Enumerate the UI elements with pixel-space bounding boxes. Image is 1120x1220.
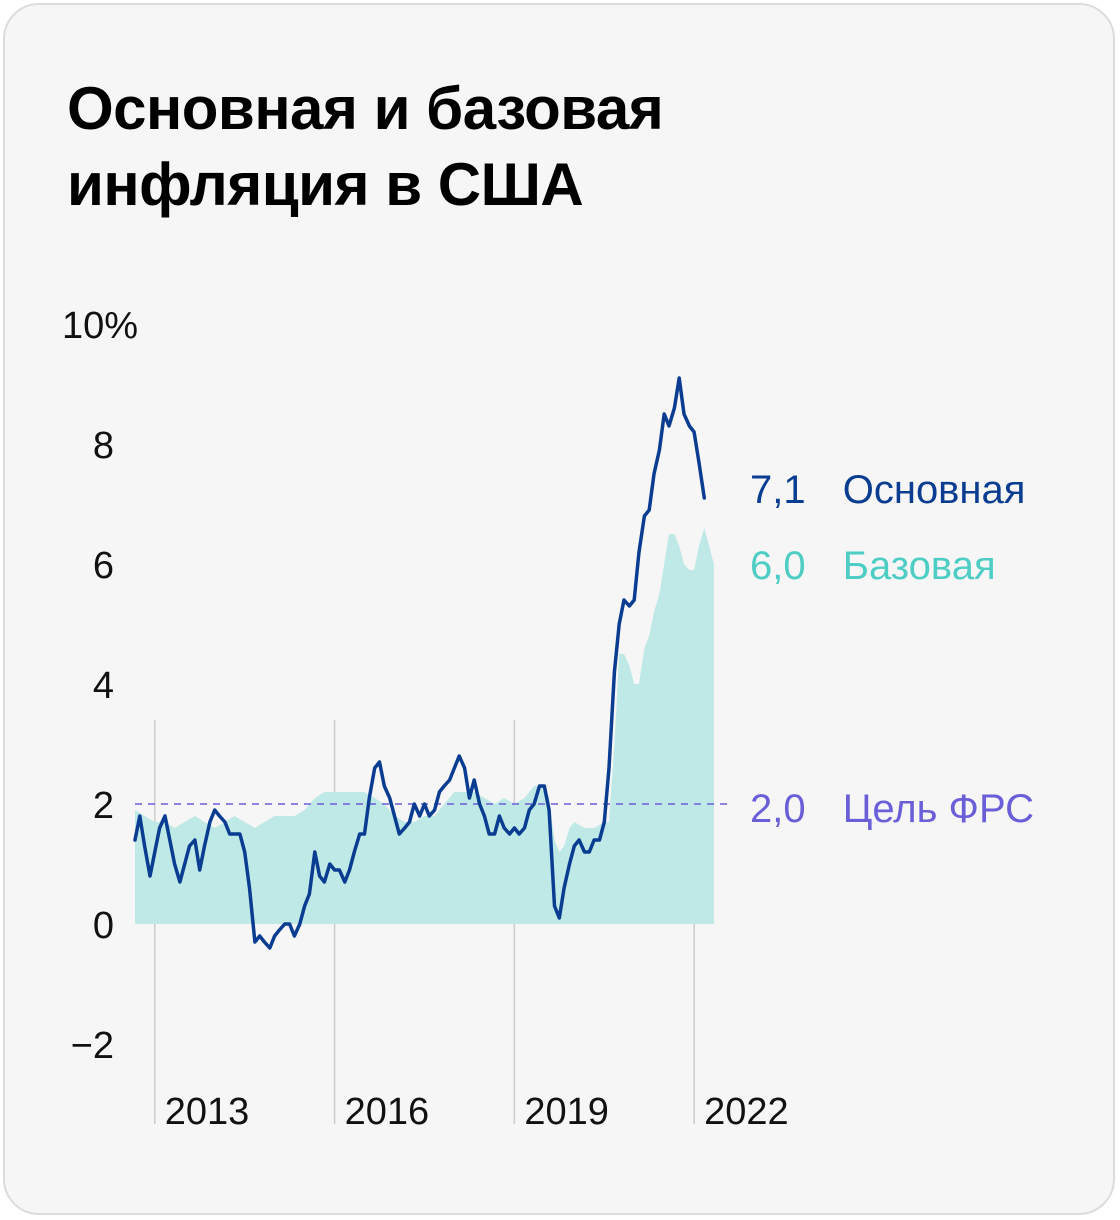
chart-title: Основная и базовая инфляция в США (67, 71, 967, 223)
y-tick-label-8: 8 (93, 425, 114, 467)
x-tick-label-2022: 2022 (704, 1091, 789, 1133)
fed-target-label: 2,0 Цель ФРС (750, 787, 1034, 831)
headline-end-label: 7,1 Основная (750, 468, 1025, 512)
core-series-name: Базовая (843, 544, 996, 588)
core-end-value: 6,0 (750, 544, 806, 588)
y-tick-label-10: 10% (62, 305, 138, 347)
y-tick-label-4: 4 (93, 665, 114, 707)
y-axis-tick-labels: 10% 8 6 4 2 0 −2 (62, 305, 138, 1067)
headline-end-value: 7,1 (750, 468, 806, 512)
core-end-label: 6,0 Базовая (750, 544, 996, 588)
chart-title-line-2: инфляция в США (67, 151, 584, 218)
x-tick-label-2019: 2019 (524, 1091, 609, 1133)
core-inflation-area (135, 528, 714, 924)
fed-target-name: Цель ФРС (843, 787, 1034, 831)
x-axis-tick-labels: 2013 2016 2019 2022 (165, 1091, 789, 1133)
y-tick-label-0: 0 (93, 905, 114, 947)
chart-title-line-1: Основная и базовая (67, 75, 664, 142)
y-tick-label-minus2: −2 (71, 1025, 114, 1067)
headline-inflation-line (133, 376, 707, 950)
y-tick-label-2: 2 (93, 785, 114, 827)
y-tick-label-6: 6 (93, 545, 114, 587)
headline-series-name: Основная (843, 468, 1026, 512)
x-tick-label-2016: 2016 (345, 1091, 430, 1133)
fed-target-value: 2,0 (750, 787, 806, 831)
x-tick-label-2013: 2013 (165, 1091, 250, 1133)
chart-card: Основная и базовая инфляция в США (3, 3, 1115, 1215)
